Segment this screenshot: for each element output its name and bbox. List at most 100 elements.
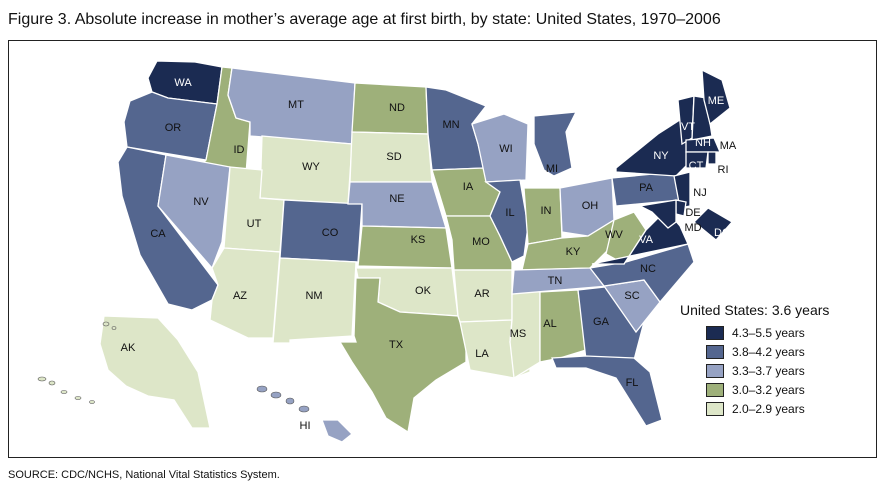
island-shape — [37, 376, 47, 382]
legend-swatch — [706, 325, 724, 340]
island-shape — [74, 396, 82, 400]
state-label-ut: UT — [247, 218, 262, 230]
state-mi — [533, 111, 578, 177]
state-label-wv: WV — [605, 229, 623, 241]
state-label-de: DE — [685, 207, 700, 219]
state-label-in: IN — [541, 205, 552, 217]
state-ny — [615, 114, 689, 177]
legend-item: 4.3–5.5 years — [680, 323, 829, 342]
state-label-ri: RI — [718, 164, 729, 176]
island-shape — [270, 391, 282, 399]
state-label-sd: SD — [386, 151, 401, 163]
legend-label: 3.0–3.2 years — [732, 382, 805, 397]
state-label-vt: VT — [681, 121, 695, 133]
legend-label: 3.8–4.2 years — [732, 344, 805, 359]
state-me — [701, 68, 731, 126]
legend-label: 2.0–2.9 years — [732, 401, 805, 416]
legend-item: 2.0–2.9 years — [680, 399, 829, 418]
state-nc — [588, 243, 695, 304]
legend-swatch — [706, 363, 724, 378]
map-frame — [8, 40, 877, 458]
island-shape — [89, 400, 95, 404]
state-label-oh: OH — [582, 200, 599, 212]
state-label-ks: KS — [411, 234, 426, 246]
legend-swatch — [706, 344, 724, 359]
state-label-va: VA — [639, 234, 654, 246]
state-label-ga: GA — [593, 316, 610, 328]
state-nm — [272, 257, 357, 344]
state-tx — [338, 277, 467, 434]
state-label-tx: TX — [389, 339, 404, 351]
state-hi — [321, 419, 353, 443]
state-label-ny: NY — [653, 150, 669, 162]
figure-title: Figure 3. Absolute increase in mother’s … — [8, 11, 721, 28]
state-label-mo: MO — [472, 236, 490, 248]
state-label-ma: MA — [720, 140, 737, 152]
state-al — [539, 289, 587, 363]
state-label-id: ID — [234, 144, 245, 156]
state-nv — [157, 154, 231, 270]
legend-label: 3.3–3.7 years — [732, 363, 805, 378]
state-label-nc: NC — [640, 263, 656, 275]
state-label-az: AZ — [233, 290, 247, 302]
state-label-nh: NH — [695, 137, 711, 149]
legend-item: 3.0–3.2 years — [680, 380, 829, 399]
state-label-pa: PA — [639, 182, 654, 194]
state-label-md: MD — [684, 222, 701, 234]
state-label-mn: MN — [442, 119, 459, 131]
state-label-co: CO — [322, 227, 339, 239]
state-label-nv: NV — [193, 196, 209, 208]
state-label-sc: SC — [624, 290, 639, 302]
state-label-wi: WI — [499, 143, 512, 155]
state-label-ms: MS — [510, 328, 527, 340]
state-label-la: LA — [475, 348, 489, 360]
state-ne — [347, 181, 447, 229]
island-shape — [285, 397, 295, 405]
island-shape — [256, 385, 268, 393]
state-dc — [693, 207, 734, 241]
state-ct — [685, 151, 709, 169]
island-shape — [111, 326, 117, 330]
state-md — [637, 199, 677, 229]
state-label-ca: CA — [150, 228, 166, 240]
state-wi — [471, 113, 529, 183]
state-nj — [673, 171, 691, 209]
state-label-fl: FL — [626, 377, 639, 389]
island-shape — [298, 405, 310, 413]
map-legend: United States: 3.6 years 4.3–5.5 years 3… — [680, 302, 829, 418]
state-label-mt: MT — [288, 99, 304, 111]
state-ak — [99, 315, 211, 429]
island-shape — [60, 390, 68, 394]
state-label-al: AL — [543, 318, 556, 330]
state-label-ak: AK — [121, 342, 136, 354]
state-label-ky: KY — [566, 246, 581, 258]
source-note: SOURCE: CDC/NCHS, National Vital Statist… — [8, 469, 280, 481]
state-ri — [707, 151, 717, 165]
legend-swatch — [706, 401, 724, 416]
state-label-ia: IA — [463, 181, 474, 193]
state-ks — [357, 225, 453, 269]
legend-item: 3.8–4.2 years — [680, 342, 829, 361]
legend-item: 3.3–3.7 years — [680, 361, 829, 380]
state-label-or: OR — [165, 122, 182, 134]
state-ma — [685, 137, 721, 153]
state-label-nm: NM — [305, 290, 322, 302]
state-il — [484, 179, 529, 263]
state-label-me: ME — [708, 95, 725, 107]
legend-title: United States: 3.6 years — [680, 302, 830, 318]
state-label-tn: TN — [548, 275, 563, 287]
state-label-ne: NE — [389, 193, 404, 205]
island-shape — [48, 380, 56, 386]
state-label-ct: CT — [689, 160, 704, 172]
state-label-ar: AR — [474, 288, 489, 300]
island-shape — [102, 321, 110, 327]
state-label-hi: HI — [300, 420, 311, 432]
state-label-mi: MI — [546, 163, 558, 175]
legend-swatch — [706, 382, 724, 397]
state-label-nd: ND — [389, 102, 405, 114]
state-label-wa: WA — [174, 77, 192, 89]
state-label-nj: NJ — [693, 187, 706, 199]
legend-label: 4.3–5.5 years — [732, 325, 805, 340]
state-label-wy: WY — [302, 161, 320, 173]
